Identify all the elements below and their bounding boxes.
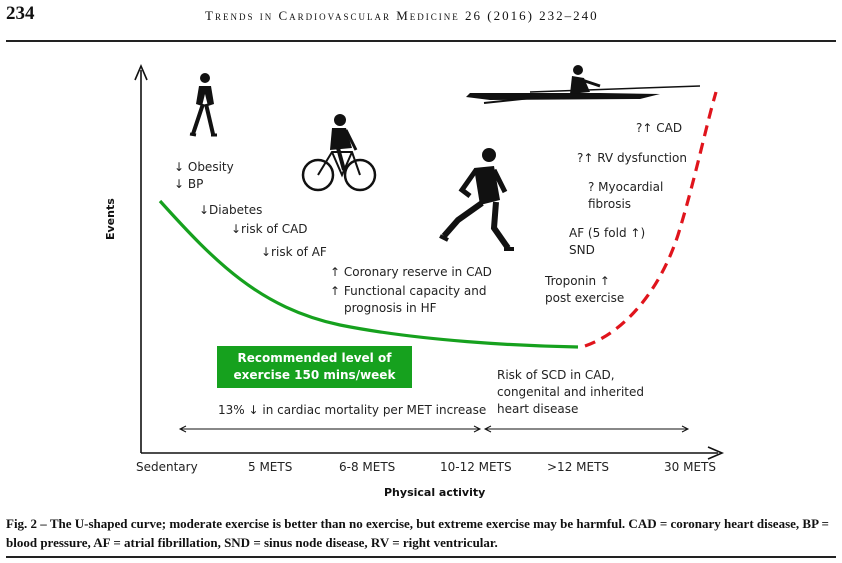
x-tick-label: 6-8 METS — [339, 460, 396, 474]
walking-person-icon — [189, 73, 217, 137]
annotation-snd: SND — [569, 243, 595, 257]
figure-graphic — [134, 63, 725, 460]
recommended-exercise-box: Recommended level of exercise 150 mins/w… — [217, 346, 412, 388]
annotation-scd: Risk of SCD in CAD, — [497, 368, 615, 382]
beneficial-curve — [158, 199, 579, 349]
cyclist-icon — [301, 114, 377, 192]
annotation-functional-capacity: ↑ Functional capacity and — [330, 284, 487, 298]
range-arrow-right — [483, 425, 690, 433]
annotation-heart-disease: heart disease — [497, 402, 579, 416]
annotation-mortality: 13% ↓ in cardiac mortality per MET incre… — [218, 403, 487, 417]
annotation-diabetes: ↓Diabetes — [199, 203, 263, 217]
annotation-risk-af: ↓risk of AF — [261, 245, 327, 259]
rower-icon — [466, 65, 701, 104]
y-axis-label: Events — [104, 198, 117, 240]
x-tick-label: 30 METS — [664, 460, 716, 474]
x-tick-label: 5 METS — [248, 460, 293, 474]
annotation-rv-dysfunction: ?↑ RV dysfunction — [577, 151, 687, 165]
recommended-line-2: exercise 150 mins/week — [233, 368, 396, 382]
page-number: 234 — [6, 3, 35, 24]
x-tick-label: Sedentary — [136, 460, 198, 474]
range-arrow-left — [178, 425, 482, 433]
y-axis-arrowhead — [134, 63, 148, 81]
annotation-af: AF (5 fold ↑) — [569, 226, 646, 240]
annotation-post-exercise: post exercise — [545, 291, 625, 305]
top-rule — [6, 40, 836, 42]
x-axis-label: Physical activity — [384, 486, 486, 499]
annotation-obesity: ↓ Obesity — [174, 160, 234, 174]
x-tick-label: >12 METS — [547, 460, 610, 474]
x-axis-arrowhead — [707, 446, 725, 460]
x-tick-label: 10-12 METS — [440, 460, 512, 474]
annotation-coronary-reserve: ↑ Coronary reserve in CAD — [330, 265, 492, 279]
annotation-fibrosis: fibrosis — [588, 197, 632, 211]
annotation-congenital: congenital and inherited — [497, 385, 644, 399]
recommended-line-1: Recommended level of — [237, 351, 392, 365]
annotation-myocardial: ? Myocardial — [588, 180, 664, 194]
annotation-troponin: Troponin ↑ — [545, 274, 610, 288]
annotation-risk-cad: ↓risk of CAD — [231, 222, 308, 236]
running-head: Trends in Cardiovascular Medicine 26 (20… — [205, 8, 599, 23]
bottom-rule — [6, 556, 836, 558]
harmful-curve — [584, 91, 718, 348]
annotation-cad: ?↑ CAD — [636, 121, 683, 135]
runner-icon — [439, 148, 514, 251]
annotation-prognosis-hf: prognosis in HF — [344, 301, 437, 315]
figure-caption: Fig. 2 – The U-shaped curve; moderate ex… — [6, 516, 829, 550]
annotation-bp: ↓ BP — [174, 177, 204, 191]
